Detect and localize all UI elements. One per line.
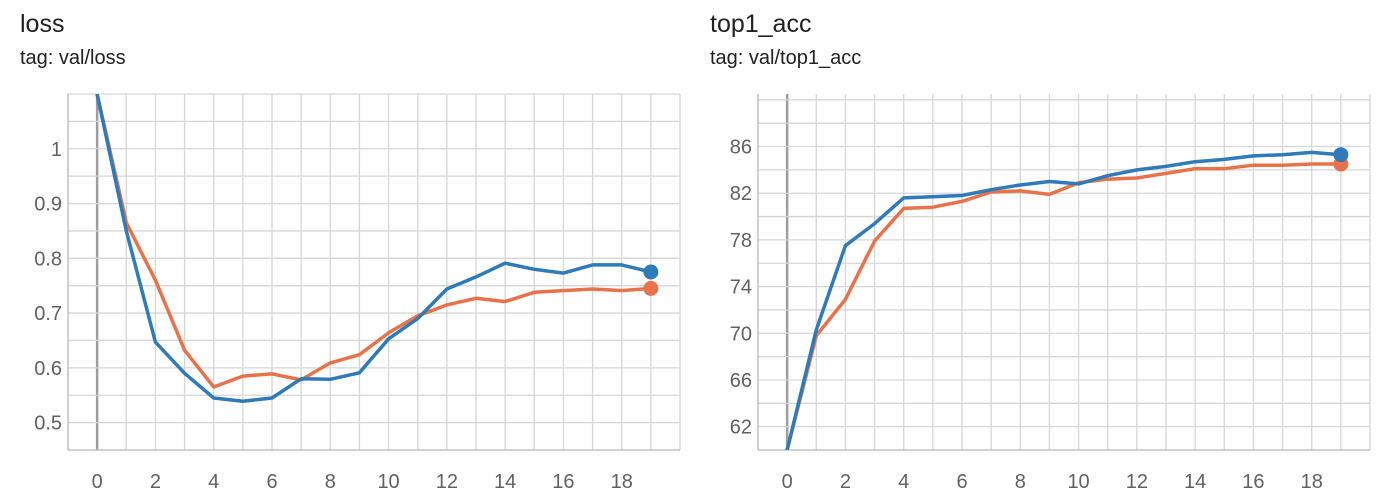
y-tick-label: 0.5 <box>34 413 62 435</box>
grid <box>757 94 1371 451</box>
chart-title: top1_acc <box>710 10 812 38</box>
x-tick-label: 0 <box>782 471 793 493</box>
y-tick-label: 0.7 <box>34 303 62 325</box>
y-tick-label: 70 <box>730 323 752 345</box>
x-tick-label: 6 <box>956 471 967 493</box>
series-line-1 <box>785 150 1343 450</box>
loss-chart-panel: loss tag: val/loss 0.5 0.6 0.7 0.8 0.9 1 0 2 4 6 8… <box>0 0 690 502</box>
x-tick-label: 4 <box>208 471 219 493</box>
x-tick-label: 14 <box>1184 471 1206 493</box>
series-end-point-1[interactable] <box>1333 147 1349 163</box>
loss-chart-plot[interactable]: 0.50.60.70.80.910 2 4 6 8 10 12 14 16 18 <box>0 0 690 502</box>
chart-title: loss <box>20 10 65 38</box>
x-tick-label: 2 <box>150 471 161 493</box>
series-end-point-0[interactable] <box>643 280 659 296</box>
x-tick-label: 18 <box>1301 471 1323 493</box>
series-end-point-1[interactable] <box>643 264 659 280</box>
x-tick-label: 10 <box>377 471 399 493</box>
x-tick-label: 12 <box>436 471 458 493</box>
y-tick-label: 0.6 <box>34 358 62 380</box>
y-tick-label: 0.8 <box>34 248 62 270</box>
y-tick-label: 82 <box>730 183 752 205</box>
top1-acc-chart-plot[interactable]: 62 66 70 74 78 82 86 0 2 4 6 8 10 12 14 16 18 <box>690 0 1380 502</box>
x-tick-label: 8 <box>1015 471 1026 493</box>
x-tick-label: 0 <box>92 471 103 493</box>
y-tick-label: 74 <box>730 277 752 299</box>
x-tick-label: 16 <box>1242 471 1264 493</box>
y-tick-label: 78 <box>730 230 752 252</box>
x-tick-label: 4 <box>898 471 909 493</box>
x-tick-label: 14 <box>494 471 516 493</box>
x-tick-label: 16 <box>552 471 574 493</box>
series-line-0 <box>785 162 1343 450</box>
x-tick-label: 6 <box>266 471 277 493</box>
series-line-0 <box>95 94 653 389</box>
series-line-1 <box>95 94 653 404</box>
y-tick-label: 66 <box>730 370 752 392</box>
x-tick-label: 8 <box>325 471 336 493</box>
y-tick-label: 62 <box>730 417 752 439</box>
x-tick-label: 12 <box>1126 471 1148 493</box>
y-tick-label: 0.9 <box>34 194 62 216</box>
chart-subtitle: tag: val/loss <box>20 47 126 69</box>
x-tick-label: 10 <box>1067 471 1089 493</box>
x-tick-label: 18 <box>611 471 633 493</box>
grid <box>67 93 681 451</box>
x-tick-label: 2 <box>840 471 851 493</box>
y-tick-label: 1 <box>51 139 62 161</box>
y-tick-label: 86 <box>730 137 752 159</box>
top1-acc-chart-panel: top1_acc tag: val/top1_acc 62 66 70 74 78 82 8… <box>690 0 1380 502</box>
chart-subtitle: tag: val/top1_acc <box>710 47 862 69</box>
